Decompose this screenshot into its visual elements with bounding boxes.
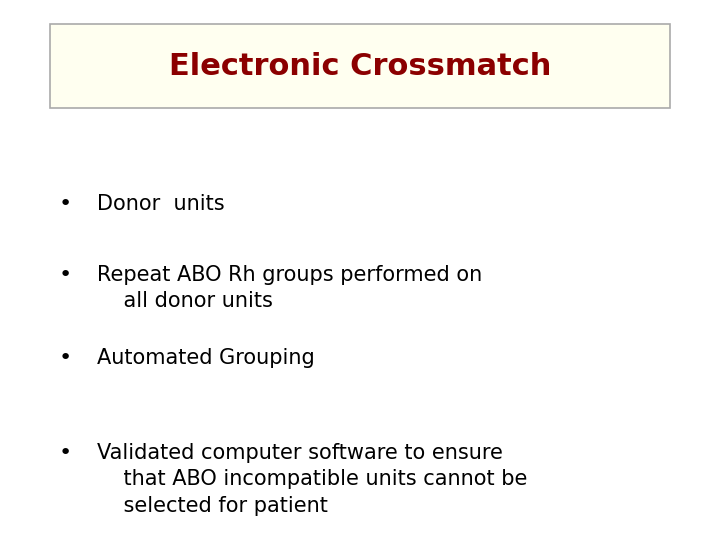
Text: Donor  units: Donor units <box>97 194 225 214</box>
Text: •: • <box>58 194 71 214</box>
Text: •: • <box>58 443 71 463</box>
Text: •: • <box>58 265 71 285</box>
Text: Repeat ABO Rh groups performed on
    all donor units: Repeat ABO Rh groups performed on all do… <box>97 265 482 311</box>
FancyBboxPatch shape <box>50 24 670 108</box>
Text: Validated computer software to ensure
    that ABO incompatible units cannot be
: Validated computer software to ensure th… <box>97 443 528 516</box>
Text: Electronic Crossmatch: Electronic Crossmatch <box>168 52 552 81</box>
Text: Automated Grouping: Automated Grouping <box>97 348 315 368</box>
Text: •: • <box>58 348 71 368</box>
